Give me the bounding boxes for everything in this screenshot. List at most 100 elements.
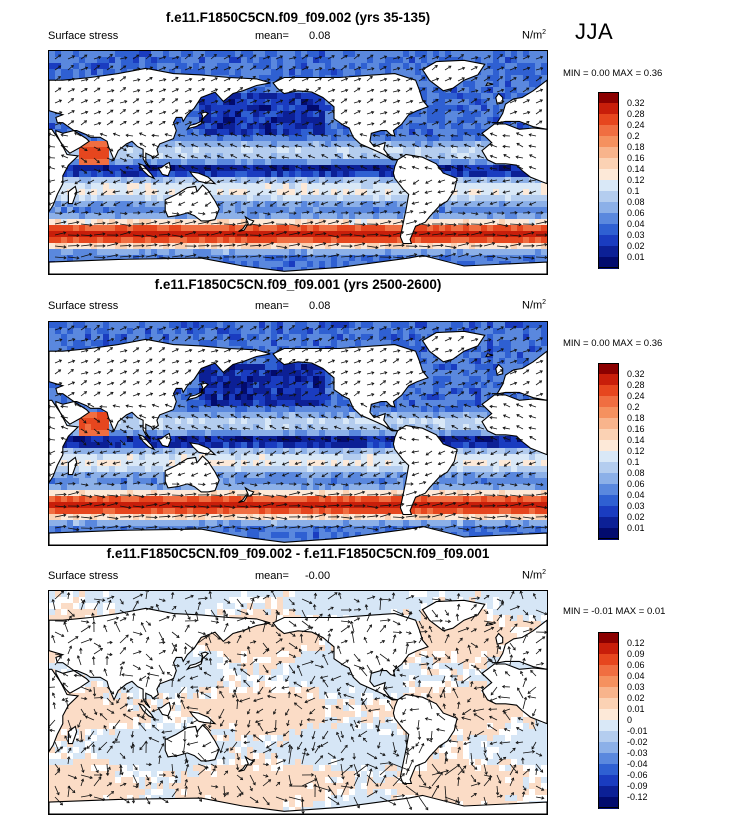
wind-vector — [314, 77, 323, 82]
wind-vector — [444, 55, 452, 60]
wind-vector — [535, 211, 544, 215]
wind-vector — [418, 110, 427, 115]
field-cell — [391, 195, 398, 202]
field-cell — [379, 201, 386, 208]
field-cell — [91, 195, 98, 202]
field-cell — [439, 51, 446, 58]
field-cell — [283, 382, 290, 389]
field-cell — [133, 147, 140, 154]
field-cell — [73, 231, 80, 238]
field-cell — [445, 364, 452, 371]
wind-vector — [308, 179, 316, 184]
wind-vector — [398, 133, 407, 137]
wind-vector — [67, 110, 75, 115]
field-cell — [451, 255, 458, 262]
field-cell — [355, 249, 362, 256]
field-cell — [217, 388, 224, 395]
field-cell — [235, 334, 242, 341]
wind-vector — [509, 87, 517, 93]
field-cell — [253, 135, 260, 142]
field-cell — [271, 195, 278, 202]
field-cell — [487, 93, 494, 100]
wind-vector — [288, 98, 296, 104]
wind-vector — [522, 76, 530, 82]
field-cell — [223, 177, 230, 184]
wind-vector — [470, 66, 478, 71]
field-cell — [277, 322, 284, 329]
field-cell — [223, 183, 230, 190]
wind-vector — [80, 110, 89, 115]
field-cell — [493, 340, 500, 347]
panel-1-colorbar-swatch — [598, 191, 619, 203]
field-cell — [331, 51, 338, 58]
wind-vector — [432, 222, 444, 226]
field-cell — [499, 69, 506, 76]
field-cell — [205, 153, 212, 160]
field-cell — [265, 322, 272, 329]
wind-vector — [158, 98, 165, 104]
field-cell — [79, 195, 86, 202]
field-cell — [385, 255, 392, 262]
wind-vector — [294, 179, 303, 183]
field-cell — [157, 201, 164, 208]
field-cell — [247, 51, 254, 58]
field-cell — [229, 370, 236, 377]
field-cell — [289, 117, 296, 124]
field-cell — [397, 328, 404, 335]
field-cell — [493, 255, 500, 262]
field-cell — [391, 340, 398, 347]
field-cell — [499, 93, 506, 100]
field-cell — [391, 189, 398, 196]
field-cell — [133, 189, 140, 196]
wind-vector — [197, 232, 210, 237]
wind-vector — [223, 222, 236, 227]
field-cell — [211, 129, 218, 136]
field-cell — [49, 243, 56, 250]
field-cell — [505, 81, 512, 88]
field-cell — [253, 255, 260, 262]
field-cell — [199, 165, 206, 172]
field-cell — [49, 219, 56, 226]
wind-vector — [295, 190, 303, 196]
field-cell — [151, 177, 158, 184]
wind-vector — [366, 222, 379, 226]
field-cell — [205, 135, 212, 142]
field-cell — [373, 171, 380, 178]
field-cell — [151, 225, 158, 232]
field-cell — [229, 111, 236, 118]
field-cell — [223, 141, 230, 148]
wind-vector — [385, 190, 394, 195]
field-cell — [313, 93, 320, 100]
field-cell — [241, 388, 248, 395]
field-cell — [157, 195, 164, 202]
wind-vector — [112, 190, 121, 194]
field-cell — [487, 334, 494, 341]
wind-vector — [93, 168, 102, 173]
field-cell — [529, 75, 536, 82]
field-cell — [541, 328, 547, 335]
field-cell — [223, 51, 230, 58]
field-cell — [409, 123, 416, 130]
wind-vector — [54, 220, 67, 225]
wind-vector — [405, 55, 414, 60]
field-cell — [73, 207, 80, 214]
field-cell — [235, 225, 242, 232]
wind-vector — [392, 56, 401, 60]
field-cell — [127, 207, 134, 214]
field-cell — [403, 249, 410, 256]
field-cell — [259, 63, 266, 70]
field-cell — [271, 364, 278, 371]
field-cell — [289, 340, 296, 347]
wind-vector — [236, 65, 244, 71]
field-cell — [223, 213, 230, 220]
field-cell — [211, 57, 218, 64]
wind-vector — [138, 166, 147, 170]
field-cell — [451, 105, 458, 112]
wind-vector — [184, 88, 192, 93]
wind-vector — [489, 179, 498, 183]
wind-vector — [268, 132, 277, 137]
wind-vector — [73, 190, 82, 195]
field-cell — [217, 105, 224, 112]
field-cell — [49, 117, 56, 124]
field-cell — [481, 75, 488, 82]
